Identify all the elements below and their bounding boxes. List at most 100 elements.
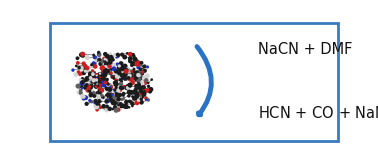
Point bbox=[134, 87, 140, 89]
Point bbox=[114, 63, 120, 65]
Point bbox=[128, 53, 134, 56]
Point bbox=[108, 94, 115, 96]
Point bbox=[138, 98, 144, 100]
Point bbox=[93, 100, 99, 102]
Point bbox=[75, 85, 81, 87]
Point bbox=[121, 72, 127, 75]
Point bbox=[124, 87, 130, 89]
Point bbox=[121, 70, 127, 73]
Point bbox=[79, 78, 85, 81]
Point bbox=[78, 92, 84, 94]
Point bbox=[82, 70, 88, 72]
Point bbox=[131, 91, 137, 93]
Point bbox=[107, 93, 113, 96]
Point bbox=[101, 70, 107, 73]
Point bbox=[87, 66, 93, 69]
Point bbox=[135, 74, 141, 76]
Point bbox=[96, 96, 102, 98]
Point bbox=[99, 78, 105, 80]
Point bbox=[138, 100, 144, 103]
Point bbox=[138, 62, 144, 64]
Point bbox=[89, 80, 95, 83]
Point bbox=[115, 94, 121, 96]
Point bbox=[93, 73, 99, 75]
Point bbox=[134, 93, 140, 96]
Point bbox=[99, 82, 105, 85]
Point bbox=[80, 54, 86, 57]
Point bbox=[143, 98, 149, 101]
Point bbox=[93, 79, 99, 81]
Point bbox=[96, 54, 102, 56]
Point bbox=[136, 78, 142, 81]
Point bbox=[139, 72, 145, 75]
Point bbox=[112, 83, 118, 85]
Point bbox=[124, 85, 130, 87]
Text: HCN + CO + NaN(CH$_3$)$_2$: HCN + CO + NaN(CH$_3$)$_2$ bbox=[258, 105, 378, 123]
Point bbox=[73, 73, 79, 76]
Point bbox=[115, 98, 121, 100]
Point bbox=[90, 69, 96, 72]
Point bbox=[112, 77, 118, 79]
Point bbox=[99, 94, 105, 97]
Point bbox=[75, 62, 81, 64]
Point bbox=[138, 92, 144, 95]
Point bbox=[84, 79, 90, 82]
Point bbox=[128, 92, 134, 95]
Point bbox=[104, 62, 110, 65]
Point bbox=[81, 80, 87, 82]
Point bbox=[102, 68, 108, 71]
Point bbox=[102, 60, 108, 63]
Point bbox=[78, 79, 84, 82]
Point bbox=[84, 84, 90, 86]
Point bbox=[111, 71, 117, 74]
Point bbox=[110, 101, 116, 104]
Point bbox=[127, 59, 133, 62]
Point bbox=[76, 91, 82, 93]
Point bbox=[118, 105, 124, 108]
Point bbox=[136, 84, 142, 87]
Point bbox=[119, 87, 125, 89]
Point bbox=[146, 85, 152, 88]
Point bbox=[101, 78, 107, 80]
Point bbox=[139, 80, 145, 83]
Point bbox=[92, 81, 98, 83]
Point bbox=[107, 58, 113, 61]
Point bbox=[127, 74, 133, 77]
Point bbox=[143, 79, 149, 81]
Point bbox=[122, 68, 128, 70]
Point bbox=[87, 73, 93, 75]
Point bbox=[105, 93, 112, 96]
Point bbox=[82, 85, 88, 87]
Point bbox=[91, 63, 98, 66]
Point bbox=[134, 97, 140, 99]
Point bbox=[112, 102, 118, 105]
Point bbox=[96, 77, 102, 80]
Point bbox=[98, 77, 104, 80]
Point bbox=[104, 95, 110, 97]
Point bbox=[132, 97, 138, 99]
Point bbox=[118, 103, 124, 105]
Point bbox=[97, 92, 103, 94]
Point bbox=[142, 81, 148, 84]
Point bbox=[133, 91, 139, 93]
Point bbox=[127, 79, 133, 81]
Point bbox=[84, 56, 90, 59]
Point bbox=[137, 87, 143, 89]
Point bbox=[103, 72, 109, 75]
Point bbox=[93, 78, 99, 80]
Point bbox=[103, 66, 109, 68]
Point bbox=[107, 88, 113, 91]
Point bbox=[129, 78, 135, 80]
Point bbox=[93, 100, 99, 103]
Point bbox=[141, 93, 147, 96]
Point bbox=[131, 63, 137, 65]
Point bbox=[102, 81, 108, 84]
Point bbox=[102, 59, 108, 62]
Point bbox=[136, 76, 143, 79]
Point bbox=[118, 73, 124, 75]
Point bbox=[96, 87, 102, 89]
Point bbox=[87, 76, 93, 78]
Point bbox=[122, 65, 128, 67]
Point bbox=[145, 99, 151, 101]
Point bbox=[134, 94, 140, 97]
